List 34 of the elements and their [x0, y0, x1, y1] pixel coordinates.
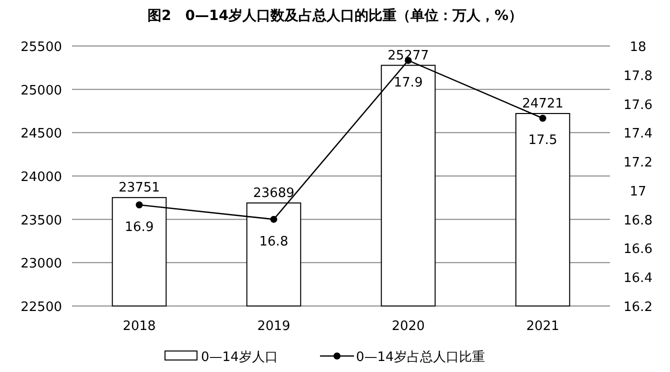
y2-tick-label: 17.2 — [624, 156, 652, 171]
data-label: 16.9 — [124, 220, 154, 235]
y-tick-label: 25500 — [20, 40, 62, 55]
x-tick-label: 2020 — [392, 319, 425, 334]
y-tick-label: 24500 — [20, 126, 62, 142]
x-tick-label: 2019 — [257, 319, 290, 334]
y2-tick-label: 18 — [630, 40, 646, 55]
y-tick-label: 25000 — [20, 83, 62, 98]
legend-label: 0—14岁占总人口比重 — [356, 350, 485, 365]
point — [539, 114, 546, 122]
y2-tick-label: 16.8 — [624, 213, 652, 228]
y-tick-label: 23500 — [20, 213, 62, 228]
y-tick-label: 24000 — [20, 170, 62, 185]
y2-tick-label: 16.2 — [624, 300, 652, 315]
data-label: 23689 — [253, 186, 294, 201]
data-label: 23751 — [118, 180, 160, 196]
point — [270, 216, 278, 223]
data-label: 17.5 — [528, 133, 558, 148]
data-label: 17.9 — [394, 75, 423, 90]
legend-label: 0—14岁人口 — [201, 350, 278, 365]
x-tick-label: 2021 — [526, 319, 560, 334]
y-tick-label: 23000 — [20, 256, 62, 272]
data-label: 16.8 — [259, 234, 288, 250]
y2-tick-label: 17.8 — [624, 68, 652, 84]
y2-tick-label: 16.4 — [624, 271, 652, 286]
y-tick-label: 22500 — [20, 300, 62, 315]
y2-tick-label: 17.6 — [624, 98, 652, 113]
data-label: 24721 — [522, 96, 564, 112]
point — [136, 201, 143, 208]
x-tick-label: 2018 — [122, 319, 156, 334]
y2-tick-label: 17 — [630, 184, 646, 200]
y2-tick-label: 17.4 — [624, 126, 652, 142]
chart-title: 图2 0—14岁人口数及占总人口的比重（单位：万人，%） — [148, 8, 522, 24]
y2-tick-label: 16.6 — [624, 242, 652, 258]
